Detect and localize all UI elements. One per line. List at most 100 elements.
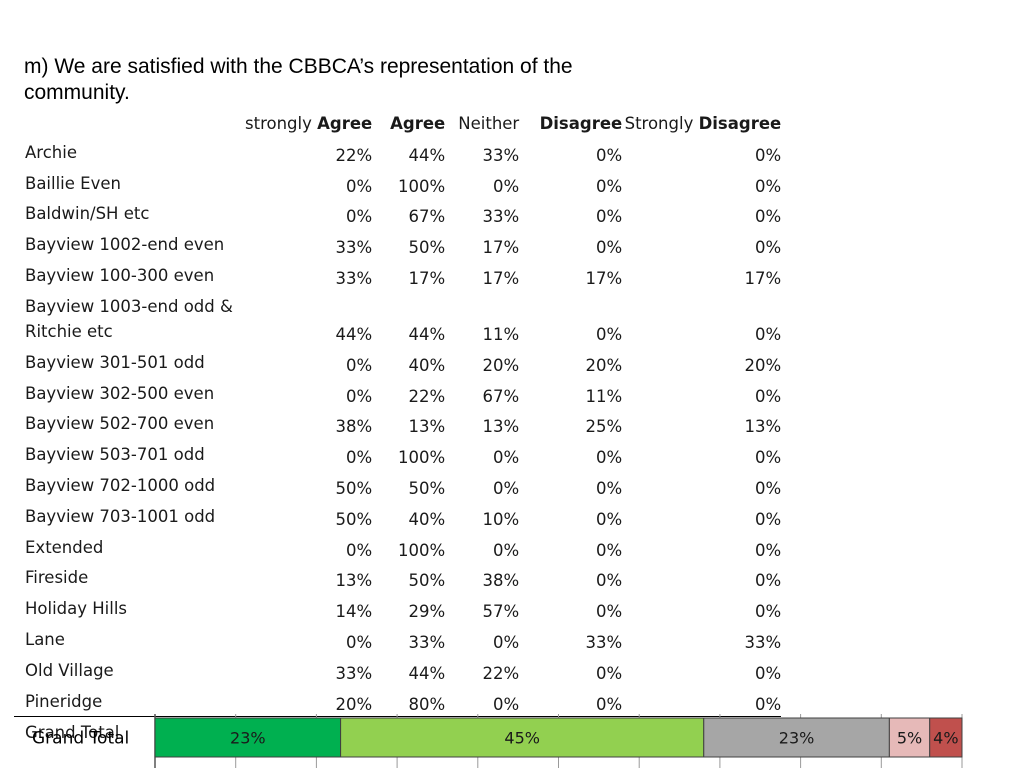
cell-value: 13% (482, 417, 520, 437)
cell-value: 22% (408, 386, 446, 406)
cell-value: 44% (408, 663, 446, 683)
row-label: Archie (25, 142, 77, 162)
table-row: Holiday Hills 14% 29% 57% 0% 0% (14, 592, 781, 623)
table-row: Bayview 1002-end even 33% 50% 17% 0% 0% (14, 228, 781, 259)
header-row: strongly Agree Agree Neither Disagree St… (14, 110, 781, 136)
row-label: Bayview 703-1001 odd (25, 506, 216, 526)
cell-value: 0% (346, 632, 373, 652)
cell-value: 33% (408, 632, 446, 652)
bar-segment-0 (154, 717, 342, 758)
cell-value: 0% (346, 448, 373, 468)
cell-value: 33% (744, 632, 782, 652)
bar-segment-1 (340, 717, 705, 758)
table-body: Archie 22% 44% 33% 0% 0% Baillie Even 0% 100% 0% 0… (14, 136, 782, 747)
cell-value: 0% (755, 324, 782, 344)
table-row: Bayview 703-1001 odd 50% 40% 10% 0% 0% (14, 500, 781, 531)
table-row: Bayview 503-701 odd 0% 100% 0% 0% 0% (14, 438, 781, 469)
cell-value: 29% (408, 602, 446, 622)
cell-value: 100% (398, 176, 446, 196)
cell-value: 67% (408, 207, 446, 227)
cell-value: 0% (346, 207, 373, 227)
cell-value: 0% (596, 694, 623, 714)
cell-value: 0% (755, 386, 782, 406)
cell-value: 44% (408, 145, 446, 165)
cell-value: 0% (755, 694, 782, 714)
row-label: Baldwin/SH etc (25, 204, 150, 224)
cell-value: 0% (755, 176, 782, 196)
grand-total-stacked-bar: Grand Total 23% 45% 23% 5% 4% (32, 714, 963, 768)
cell-value: 0% (755, 207, 782, 227)
row-label: Bayview 302-500 even (25, 383, 215, 403)
cell-value: 33% (585, 632, 623, 652)
cell-value: 33% (335, 268, 373, 288)
cell-value: 10% (482, 509, 520, 529)
cell-value: 40% (408, 509, 446, 529)
cell-value: 50% (408, 478, 446, 498)
cell-value: 44% (408, 324, 446, 344)
header-blank (14, 110, 245, 136)
cell-value: 14% (335, 602, 373, 622)
cell-value: 0% (596, 509, 623, 529)
cell-value: 0% (755, 478, 782, 498)
category-label: Grand Total (32, 729, 129, 749)
cell-value: 0% (493, 632, 520, 652)
cell-value: 17% (482, 238, 520, 258)
cell-value: 100% (398, 448, 446, 468)
bar-segment-4 (929, 717, 963, 758)
cell-value: 0% (596, 448, 623, 468)
data-label-1: 45% (504, 729, 540, 748)
row-label: Bayview 301-501 odd (25, 352, 205, 372)
cell-value: 0% (755, 540, 782, 560)
cell-value: 0% (755, 238, 782, 258)
row-label: Bayview 1003-end odd & Ritchie etc (25, 296, 233, 341)
table-row: Bayview 301-501 odd 0% 40% 20% 20% 20% (14, 346, 781, 377)
header-strongly-agree: strongly Agree (245, 113, 373, 133)
row-label: Bayview 503-701 odd (25, 445, 205, 465)
cell-value: 11% (585, 386, 623, 406)
table-row: Pineridge 20% 80% 0% 0% 0% (14, 685, 781, 716)
cell-value: 0% (596, 602, 623, 622)
cell-value: 0% (493, 448, 520, 468)
cell-value: 11% (482, 324, 520, 344)
cell-value: 0% (755, 448, 782, 468)
cell-value: 20% (585, 355, 623, 375)
results-table: strongly Agree Agree Neither Disagree St… (14, 110, 782, 747)
cell-value: 0% (596, 238, 623, 258)
cell-value: 0% (493, 478, 520, 498)
cell-value: 80% (408, 694, 446, 714)
row-label: Baillie Even (25, 173, 121, 193)
table-row: Lane 0% 33% 0% 33% 33% (14, 623, 781, 654)
table-row: Bayview 100-300 even 33% 17% 17% 17% 17% (14, 259, 781, 290)
table-row: Bayview 302-500 even 0% 22% 67% 11% 0% (14, 377, 781, 408)
cell-value: 20% (744, 355, 782, 375)
cell-value: 0% (755, 571, 782, 591)
table-row: Bayview 702-1000 odd 50% 50% 0% 0% 0% (14, 469, 781, 500)
bar-segment-3 (888, 717, 931, 758)
table-row: Bayview 502-700 even 38% 13% 13% 25% 13% (14, 408, 781, 439)
cell-value: 100% (398, 540, 446, 560)
cell-value: 0% (346, 386, 373, 406)
cell-value: 0% (596, 663, 623, 683)
cell-value: 44% (335, 324, 373, 344)
data-label-0: 23% (230, 729, 266, 748)
table-row: Baldwin/SH etc 0% 67% 33% 0% 0% (14, 198, 781, 229)
cell-value: 0% (346, 176, 373, 196)
cell-value: 0% (493, 540, 520, 560)
row-label: Bayview 502-700 even (25, 414, 215, 434)
cell-value: 0% (755, 509, 782, 529)
cell-value: 13% (744, 417, 782, 437)
data-label-2: 23% (779, 729, 815, 748)
table-row: Archie 22% 44% 33% 0% 0% (14, 136, 781, 167)
row-label: Extended (25, 537, 104, 557)
cell-value: 13% (408, 417, 446, 437)
cell-value: 13% (335, 571, 373, 591)
data-label-3: 5% (897, 729, 922, 748)
cell-value: 0% (346, 540, 373, 560)
cell-value: 50% (408, 238, 446, 258)
cell-value: 17% (408, 268, 446, 288)
cell-value: 0% (755, 145, 782, 165)
cell-value: 0% (596, 176, 623, 196)
cell-value: 40% (408, 355, 446, 375)
cell-value: 33% (335, 663, 373, 683)
cell-value: 22% (482, 663, 520, 683)
